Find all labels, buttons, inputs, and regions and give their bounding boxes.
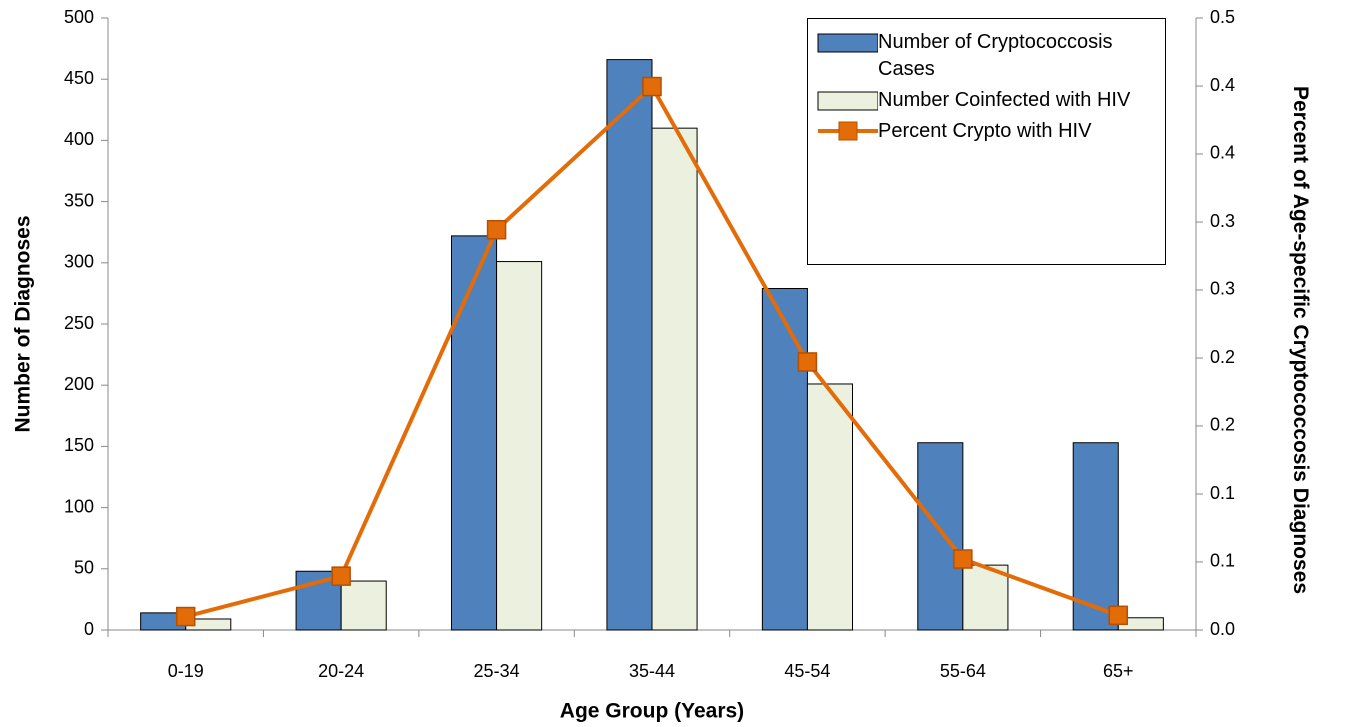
legend-entry: Number of Cryptococcosis Cases (816, 29, 1157, 83)
y2-tick-label: 0.1 (1210, 483, 1235, 503)
y2-tick-label: 0.3 (1210, 279, 1235, 299)
y2-tick-label: 0.4 (1210, 75, 1235, 95)
line-marker (486, 220, 507, 240)
y2-tick-label: 0.2 (1210, 347, 1235, 367)
bar (651, 127, 698, 631)
y-tick-label: 150 (64, 435, 94, 455)
bar (496, 261, 543, 631)
y-tick-label: 0 (84, 619, 94, 639)
y-tick-label: 400 (64, 129, 94, 149)
line-marker (642, 76, 662, 97)
legend-swatch (817, 33, 878, 53)
y2-tick-label: 0.3 (1210, 211, 1235, 231)
bar (1072, 442, 1119, 631)
x-tick-label: 0-19 (168, 661, 204, 681)
legend-swatch (817, 91, 878, 111)
y2-tick-label: 0.0 (1210, 619, 1235, 639)
y-tick-label: 250 (64, 313, 94, 333)
y2-tick-label: 0.2 (1210, 415, 1235, 435)
y-tick-label: 200 (64, 374, 94, 394)
line-marker (953, 549, 973, 569)
line-marker (1108, 605, 1129, 626)
y-tick-label: 100 (64, 496, 94, 516)
bar (340, 580, 387, 631)
bar (450, 235, 498, 631)
legend-entry: Number Coinfected with HIV (816, 87, 1157, 114)
y-axis-title: Number of Diagnoses (12, 215, 35, 432)
legend-entry: Percent Crypto with HIV (816, 118, 1157, 145)
legend-swatch (818, 121, 878, 141)
legend-label: Number of Cryptococcosis Cases (878, 31, 1113, 80)
x-tick-label: 35-44 (629, 661, 675, 681)
y2-axis-title: Percent of Age-specific Cryptococcosis D… (1289, 85, 1312, 595)
x-tick-label: 20-24 (318, 661, 364, 681)
line-marker (331, 566, 351, 586)
x-tick-label: 45-54 (784, 661, 830, 681)
y-tick-label: 50 (74, 558, 94, 578)
y2-tick-label: 0.5 (1210, 7, 1235, 27)
y-tick-label: 300 (64, 252, 94, 272)
y-tick-label: 350 (64, 190, 94, 210)
y2-tick-label: 0.1 (1210, 551, 1235, 571)
bar (962, 564, 1009, 631)
y2-tick-label: 0.4 (1210, 143, 1235, 163)
y-tick-label: 450 (64, 68, 94, 88)
line-marker (175, 606, 196, 627)
bar (917, 442, 964, 631)
x-tick-label: 65+ (1103, 661, 1134, 681)
y-tick-label: 500 (64, 7, 94, 27)
bar (761, 288, 808, 631)
legend-label: Number Coinfected with HIV (878, 89, 1131, 111)
legend-box (817, 33, 878, 53)
legend-label: Percent Crypto with HIV (878, 120, 1092, 142)
line-marker (797, 352, 818, 372)
bar (606, 59, 653, 631)
legend-box (817, 91, 878, 111)
x-tick-label: 55-64 (940, 661, 986, 681)
bar (806, 383, 854, 631)
x-axis-title: Age Group (Years) (560, 700, 744, 723)
legend: Number of Cryptococcosis Cases Number Coi… (807, 18, 1166, 265)
x-tick-label: 25-34 (474, 661, 520, 681)
legend-marker (838, 121, 858, 141)
